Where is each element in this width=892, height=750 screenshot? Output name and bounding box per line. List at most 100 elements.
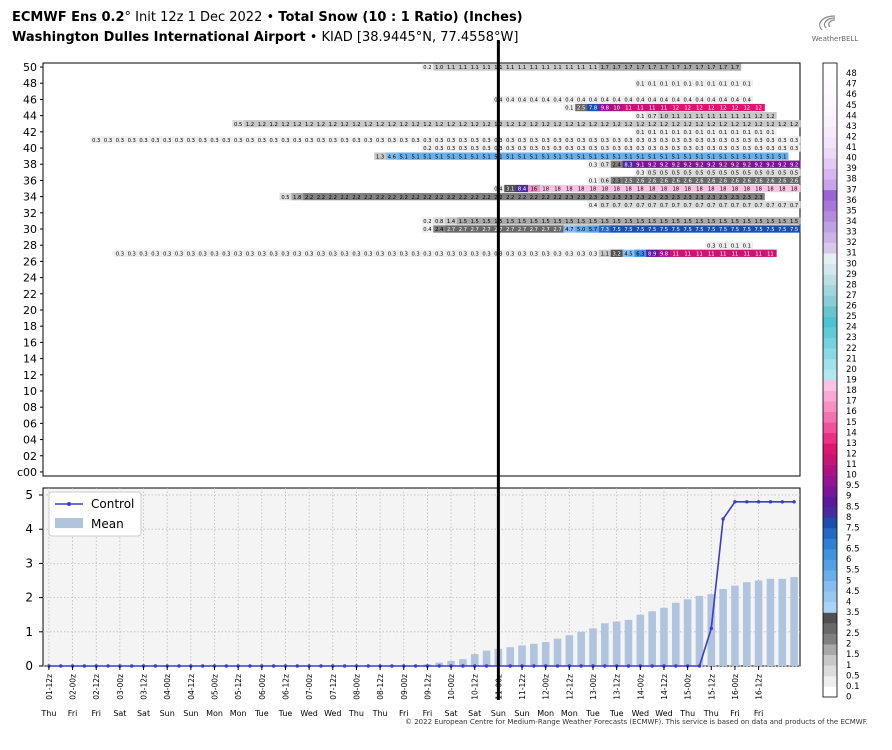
plume-cell [681, 111, 694, 120]
plume-cell [658, 144, 671, 152]
plume-cell-value: 0.1 [766, 130, 774, 136]
plume-cell [527, 136, 541, 144]
plume-cell [752, 136, 765, 144]
plume-cell [622, 95, 635, 104]
plume-cell-value: 2.2 [411, 195, 419, 201]
plume-cell [516, 144, 529, 152]
plume-cell-value: 1.5 [719, 219, 727, 225]
plume-cell [646, 128, 659, 136]
plume-cell-value: 0.3 [754, 146, 762, 152]
colorbar-segment [823, 390, 837, 402]
plume-cell [634, 95, 647, 104]
plume-cell-value: 0.3 [352, 138, 360, 144]
plume-cell-value: 0.3 [471, 146, 479, 152]
plume-cell [776, 168, 789, 176]
plume-cell-value: 0.3 [329, 252, 337, 258]
control-point [733, 500, 737, 504]
plume-cell [634, 63, 647, 71]
day-label: Wed [324, 709, 341, 718]
plume-cell [173, 249, 186, 257]
plume-cell-value: 0.3 [104, 138, 112, 144]
x-tick-label: 04-00z [163, 674, 172, 700]
plume-cell [634, 201, 647, 209]
colorbar-label: 37 [846, 185, 857, 195]
plume-cell-value: 0.3 [435, 146, 443, 152]
plume-cell-value: 0.7 [790, 203, 798, 209]
plume-cell [705, 217, 718, 225]
plume-cell [504, 120, 517, 128]
plume-cell-value: 0.7 [766, 203, 774, 209]
plume-cell [244, 136, 257, 144]
plume-cell [752, 184, 765, 193]
plume-cell-value: 1.5 [601, 219, 609, 225]
plume-cell [456, 249, 470, 257]
plume-cell [634, 160, 647, 168]
plume-cell [705, 63, 718, 71]
control-line [48, 501, 795, 667]
plume-cell-value: 1.5 [648, 219, 656, 225]
plume-cell [740, 176, 753, 185]
plume-cell-value: 0.3 [305, 252, 313, 258]
plume-cell-value: 0.3 [743, 146, 751, 152]
mean-bar [518, 645, 526, 666]
plume-cell [386, 192, 399, 201]
plume-cell-value: 2.3 [624, 195, 632, 201]
plume-cell [516, 152, 529, 160]
colorbar-segment [823, 179, 837, 191]
mean-bar [778, 578, 787, 666]
plume-cell [622, 192, 635, 201]
colorbar-label: 2.5 [846, 629, 860, 639]
plume-cell [705, 128, 718, 136]
plume-cell-value: 1.2 [684, 122, 692, 128]
colorbar-segment [823, 517, 837, 529]
plume-cell-value: 2.3 [695, 195, 703, 201]
member-tick-label: 12 [23, 369, 37, 382]
plume-cell [740, 168, 753, 176]
plume-cell-value: 0.4 [684, 98, 693, 104]
plume-cell [776, 225, 789, 233]
plume-cell-value: 1.2 [482, 122, 490, 128]
plume-cell-value: 7.5 [754, 227, 762, 233]
colorbar-label: 10 [846, 471, 857, 481]
member-tick-label: 46 [23, 93, 37, 106]
plume-cell-value: 0.5 [743, 171, 751, 177]
plume-cell [539, 136, 552, 144]
day-label: Mon [230, 709, 247, 718]
day-label: Sun [160, 709, 175, 718]
plume-cell [646, 79, 659, 87]
member-tick-label: 18 [23, 320, 37, 333]
plume-cell [717, 201, 730, 209]
plume-cell [740, 225, 753, 233]
plume-cell [598, 144, 612, 152]
plume-cell [587, 176, 600, 185]
plume-cell [445, 192, 458, 201]
plume-cell-value: 0.3 [305, 138, 313, 144]
plume-cell [740, 136, 753, 144]
plume-cell [752, 192, 765, 201]
plume-cell [705, 95, 718, 104]
plume-cell-value: 0.3 [613, 138, 621, 144]
plume-cell-value: 2.7 [518, 227, 526, 233]
plume-cell-value: 18 [779, 187, 786, 193]
plume-cell [445, 136, 458, 144]
plume-cell-value: 9.2 [672, 162, 680, 168]
plume-cell-value: 1.2 [589, 122, 597, 128]
chart-title: ECMWF Ens 0.2° Init 12z 1 Dec 2022 • Tot… [12, 10, 523, 25]
plume-cell [681, 152, 694, 160]
plume-cell-value: 5.1 [636, 154, 644, 160]
plume-cell-value: 11 [696, 252, 703, 258]
plume-cell-value: 0.3 [423, 138, 431, 144]
plume-cell [740, 241, 753, 249]
plume-cell-value: 1.7 [624, 65, 632, 71]
plume-cell [634, 168, 647, 176]
plume-cell-value: 0.1 [660, 81, 668, 87]
plume-cell-value: 2.2 [435, 195, 443, 201]
plume-cell [788, 160, 801, 168]
plume-cell [480, 225, 493, 233]
plume-cell [421, 192, 434, 201]
plume-cell-value: 1.7 [613, 65, 621, 71]
plume-cell [516, 63, 529, 71]
control-point [532, 664, 536, 668]
plume-cell-value: 1.2 [743, 122, 751, 128]
colorbar-label: 25 [846, 312, 857, 322]
